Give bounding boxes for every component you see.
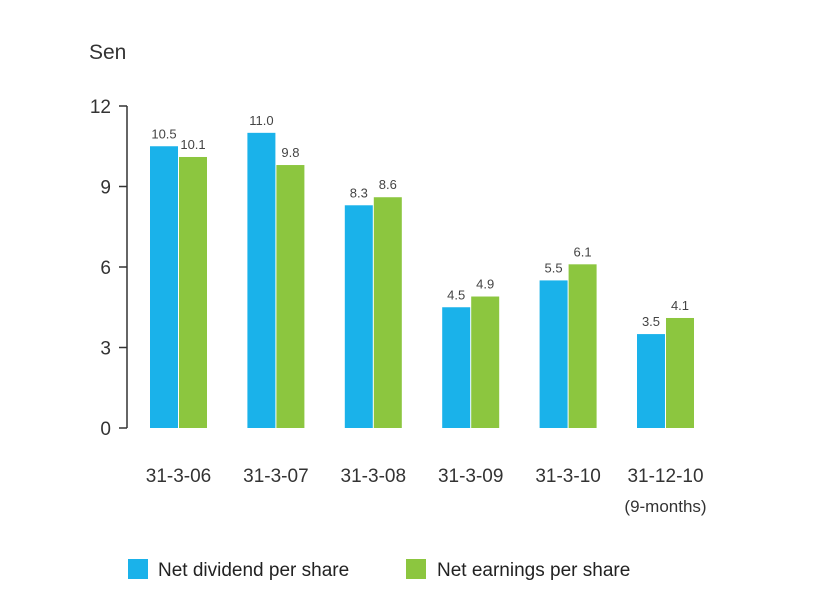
y-axis-unit-label: Sen (89, 41, 126, 64)
bar-earnings (179, 156, 207, 428)
bar-dividend (150, 146, 178, 428)
bar-value-label: 4.1 (671, 298, 689, 313)
y-axis: 0 3 6 9 12 (90, 97, 128, 440)
x-category-label: 31-3-06 (146, 466, 212, 487)
bar-dividend (637, 334, 665, 428)
bar-earnings (373, 197, 402, 428)
y-tick-label: 9 (100, 178, 111, 199)
bar-value-label: 8.3 (350, 185, 368, 200)
bar-earnings (276, 165, 305, 429)
category-labels-group: 31-3-06 31-3-07 31-3-08 31-3-09 31-3-10 31-12… (146, 466, 707, 516)
bar-value-label: 3.5 (642, 314, 660, 329)
bar-value-label: 11.0 (249, 113, 273, 128)
y-tick-label: 3 (100, 339, 111, 360)
y-tick-label: 0 (100, 419, 111, 440)
bar-dividend (344, 205, 373, 428)
bar-value-label: 10.5 (151, 126, 176, 141)
legend: Net dividend per share Net earnings per s… (128, 559, 630, 581)
bar-value-label: 4.5 (447, 287, 465, 302)
x-category-sublabel: (9-months) (624, 497, 706, 516)
legend-label-dividend: Net dividend per share (158, 560, 349, 581)
bars-group: 10.5 10.1 11.0 9.8 8.3 8.6 4.5 4.9 5.5 6.1 3.5 4.1 (150, 113, 694, 429)
x-category-label: 31-3-07 (243, 466, 309, 487)
x-category-label: 31-3-08 (341, 466, 407, 487)
bar-dividend (539, 280, 568, 428)
bar-value-label: 6.1 (574, 244, 592, 259)
x-category-label: 31-12-10 (627, 466, 703, 487)
legend-label-earnings: Net earnings per share (437, 560, 630, 581)
y-tick-label: 6 (100, 258, 111, 279)
bar-value-label: 10.1 (180, 137, 205, 152)
bar-earnings (666, 317, 694, 428)
x-category-label: 31-3-10 (535, 466, 601, 487)
x-category-label: 31-3-09 (438, 466, 504, 487)
bar-dividend (247, 132, 276, 429)
legend-swatch-dividend (128, 559, 148, 579)
bar-earnings (568, 264, 597, 428)
bar-dividend (442, 307, 471, 428)
bar-value-label: 4.9 (476, 277, 494, 292)
y-tick-label: 12 (90, 97, 111, 118)
legend-swatch-earnings (406, 559, 426, 579)
bar-value-label: 8.6 (379, 177, 397, 192)
bar-value-label: 5.5 (545, 260, 563, 275)
bar-value-label: 9.8 (281, 145, 299, 160)
bar-earnings (471, 296, 500, 428)
